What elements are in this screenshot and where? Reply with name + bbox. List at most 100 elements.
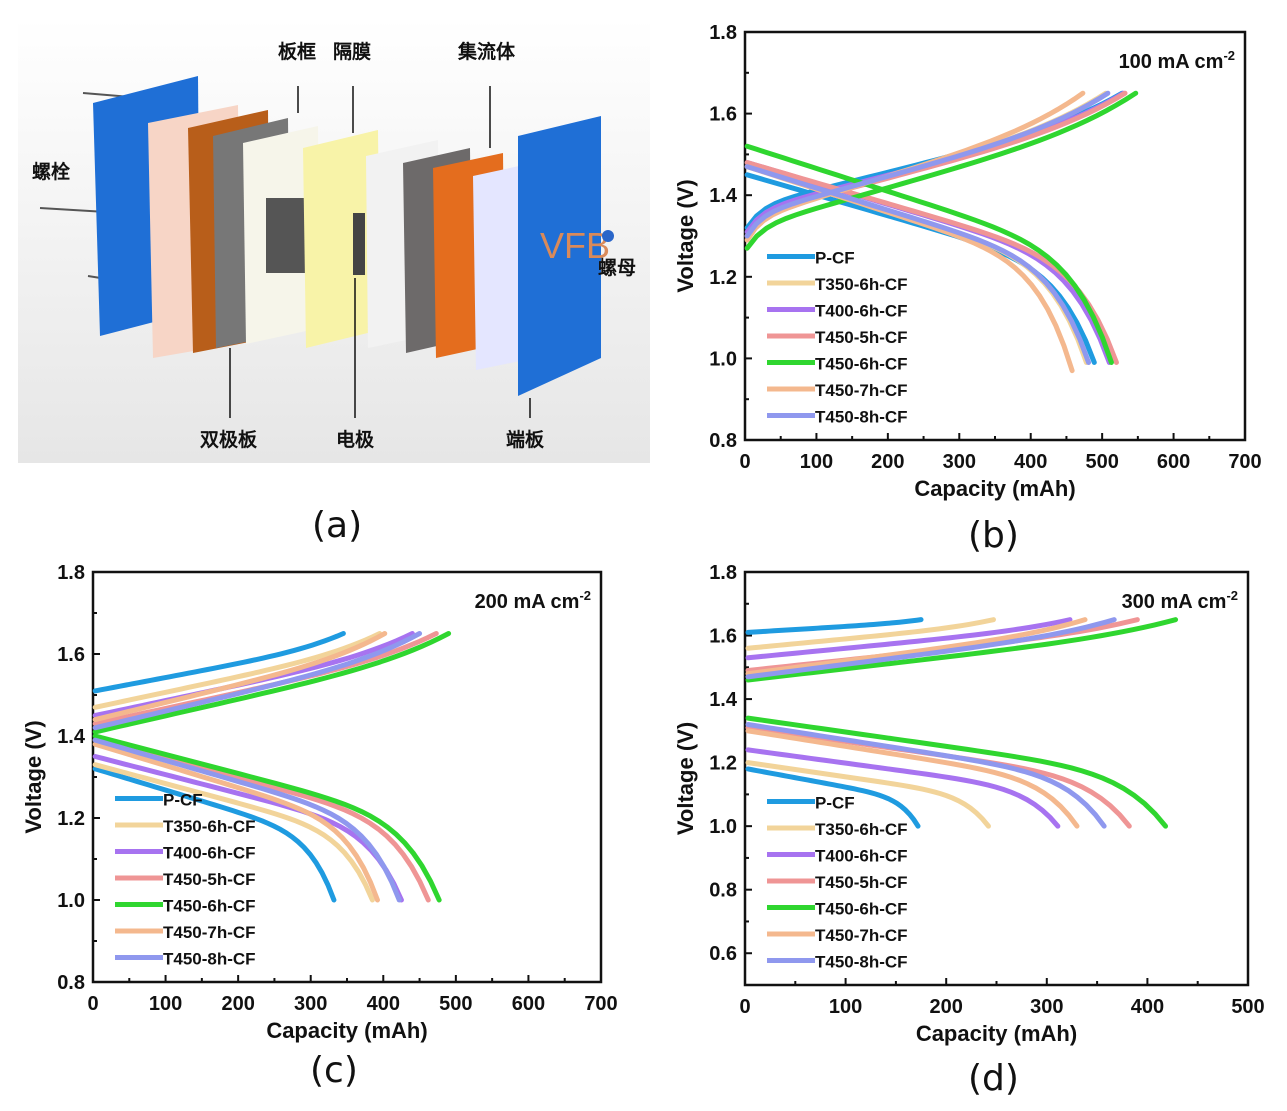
discharge-curve-T450-8h-CF bbox=[92, 737, 402, 903]
y-axis-label: Voltage (V) bbox=[21, 720, 46, 833]
x-tick-label: 100 bbox=[800, 451, 833, 473]
legend-label: T450-5h-CF bbox=[163, 870, 256, 889]
vfb-stack-diagram: VFB 螺栓 板框 隔膜 集流体 螺母 双极板 电极 端板 bbox=[18, 18, 650, 463]
x-tick-label: 600 bbox=[1157, 451, 1190, 473]
y-axis-label: Voltage (V) bbox=[673, 722, 698, 835]
leader-lines bbox=[229, 86, 531, 418]
discharge-curve-T450-7h-CF bbox=[92, 741, 380, 903]
legend-label: T350-6h-CF bbox=[815, 820, 908, 839]
x-tick-label: 400 bbox=[1014, 451, 1047, 473]
x-tick-label: 300 bbox=[1030, 996, 1063, 1018]
y-tick-label: 1.8 bbox=[709, 562, 737, 584]
x-tick-label: 100 bbox=[149, 993, 182, 1015]
x-tick-label: 200 bbox=[871, 451, 904, 473]
legend-label: T400-6h-CF bbox=[815, 302, 908, 321]
discharge-curve-T450-6h-CF bbox=[92, 733, 442, 903]
y-tick-label: 1.4 bbox=[57, 726, 86, 748]
chart-300ma: 0 100 200 300 400 500 0.6 0.8 1.0 1.2 1.4 1.6 1.8 Cap… bbox=[673, 562, 1265, 1046]
charge-curve-T450-8h-CF bbox=[92, 631, 423, 731]
x-tick-label: 100 bbox=[829, 996, 862, 1018]
chart-100ma: 0 100 200 300 400 500 600 700 0.8 1.0 1.2 1.4 1.6 1.8… bbox=[673, 22, 1262, 501]
charge-curve-P-CF bbox=[745, 617, 924, 635]
y-tick-label: 1.0 bbox=[709, 816, 737, 838]
x-tick-label: 500 bbox=[1231, 996, 1264, 1018]
y-tick-label: 1.2 bbox=[709, 753, 737, 775]
nut-icon bbox=[602, 230, 614, 242]
x-axis-label: Capacity (mAh) bbox=[914, 476, 1075, 501]
x-tick-label: 700 bbox=[1228, 451, 1261, 473]
y-axis-label: Voltage (V) bbox=[673, 179, 698, 292]
charge-curve-T350-6h-CF bbox=[92, 631, 383, 710]
legend-label: T450-6h-CF bbox=[163, 897, 256, 916]
y-tick-label: 1.2 bbox=[709, 267, 737, 289]
y-tick-label: 0.8 bbox=[709, 880, 737, 902]
legend-label: T450-7h-CF bbox=[163, 923, 256, 942]
electrode-right bbox=[353, 213, 365, 275]
charge-curve-T450-6h-CF bbox=[744, 90, 1139, 251]
y-tick-label: 1.6 bbox=[709, 104, 737, 126]
legend-label: T450-8h-CF bbox=[163, 950, 256, 969]
discharge-curve-T450-5h-CF bbox=[744, 160, 1119, 365]
x-tick-label: 600 bbox=[512, 993, 545, 1015]
discharge-curve-P-CF bbox=[745, 766, 921, 829]
x-tick-label: 0 bbox=[87, 993, 98, 1015]
callout-collector: 集流体 bbox=[457, 40, 516, 63]
legend-label: T450-5h-CF bbox=[815, 873, 908, 892]
x-tick-label: 0 bbox=[739, 451, 750, 473]
x-axis-label: Capacity (mAh) bbox=[266, 1018, 427, 1043]
chart-200ma: 0 100 200 300 400 500 600 700 0.8 1.0 1.2 1.4 1.6 1.8… bbox=[21, 562, 618, 1043]
legend-label: T450-8h-CF bbox=[815, 408, 908, 427]
charge-curve-T400-6h-CF bbox=[745, 617, 1073, 661]
legend-label: T450-8h-CF bbox=[815, 953, 908, 972]
charge-curve-T450-6h-CF bbox=[745, 617, 1179, 683]
x-tick-label: 500 bbox=[1085, 451, 1118, 473]
legend-label: T450-6h-CF bbox=[815, 355, 908, 374]
legend-label: T450-6h-CF bbox=[815, 900, 908, 919]
membrane-layer bbox=[303, 130, 380, 348]
discharge-curve-T400-6h-CF bbox=[92, 754, 404, 903]
charge-curve-T450-8h-CF bbox=[744, 90, 1111, 239]
legend-label: P-CF bbox=[163, 791, 203, 810]
legend-label: P-CF bbox=[815, 794, 855, 813]
charge-curve-T450-6h-CF bbox=[92, 631, 452, 735]
callout-electrode: 电极 bbox=[336, 428, 375, 451]
x-tick-label: 0 bbox=[739, 996, 750, 1018]
charge-curve-T450-8h-CF bbox=[745, 617, 1117, 680]
y-tick-label: 1.0 bbox=[57, 890, 85, 912]
callout-bipolar: 双极板 bbox=[200, 428, 258, 451]
y-tick-label: 0.8 bbox=[709, 430, 737, 452]
panel-label-d: (d) bbox=[968, 1058, 1019, 1099]
current-density-annotation: 100 mA cm-2 bbox=[1119, 48, 1235, 73]
legend-label: T450-7h-CF bbox=[815, 926, 908, 945]
legend-label: P-CF bbox=[815, 249, 855, 268]
x-tick-label: 300 bbox=[943, 451, 976, 473]
y-tick-label: 1.6 bbox=[709, 626, 737, 648]
y-tick-label: 1.4 bbox=[709, 185, 738, 207]
x-tick-label: 400 bbox=[1131, 996, 1164, 1018]
x-tick-label: 200 bbox=[221, 993, 254, 1015]
callout-nut: 螺母 bbox=[598, 257, 636, 279]
current-density-annotation: 200 mA cm-2 bbox=[475, 588, 591, 613]
discharge-curve-T350-6h-CF bbox=[92, 762, 375, 903]
y-tick-label: 1.6 bbox=[57, 644, 85, 666]
panel-label-c: (c) bbox=[310, 1050, 358, 1091]
callout-bolt: 螺栓 bbox=[32, 160, 70, 183]
callout-endplate: 端板 bbox=[506, 428, 545, 451]
y-tick-label: 1.4 bbox=[709, 689, 738, 711]
x-tick-label: 700 bbox=[584, 993, 617, 1015]
legend-label: T400-6h-CF bbox=[163, 844, 256, 863]
discharge-curve-T400-6h-CF bbox=[745, 747, 1061, 829]
discharge-curve-T450-6h-CF bbox=[745, 715, 1169, 829]
y-tick-label: 0.6 bbox=[709, 943, 737, 965]
discharge-curve-T450-6h-CF bbox=[744, 143, 1114, 365]
x-tick-label: 400 bbox=[367, 993, 400, 1015]
x-axis-label: Capacity (mAh) bbox=[916, 1021, 1077, 1046]
charge-curve-T450-7h-CF bbox=[92, 631, 388, 723]
current-density-annotation: 300 mA cm-2 bbox=[1122, 588, 1238, 613]
charge-curve-T350-6h-CF bbox=[745, 617, 996, 651]
y-tick-label: 1.8 bbox=[57, 562, 85, 584]
panel-label-a: (a) bbox=[312, 505, 363, 546]
callout-membrane: 隔膜 bbox=[333, 40, 371, 63]
callout-frame: 板框 bbox=[278, 40, 316, 63]
legend-label: T350-6h-CF bbox=[163, 817, 256, 836]
